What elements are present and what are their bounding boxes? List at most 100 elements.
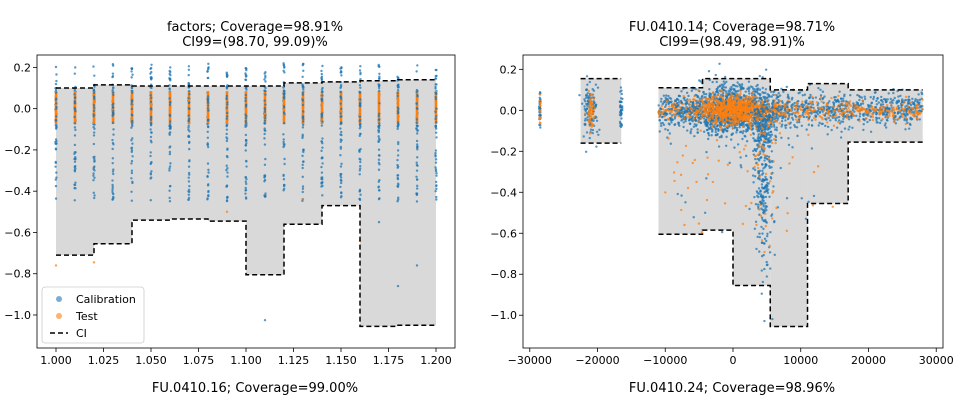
right-calibration-point <box>757 187 761 190</box>
left-calibration-point <box>111 75 114 79</box>
left-calibration-point <box>320 157 323 160</box>
left-calibration-point <box>415 127 418 131</box>
right-calibration-point <box>725 90 728 93</box>
right-calibration-point <box>800 124 804 127</box>
left-chart-subtitle-line: CI99=(98.70, 99.09)% <box>182 35 328 50</box>
right-calibration-point <box>689 131 692 135</box>
right-test-point <box>730 123 734 126</box>
left-calibration-point <box>92 125 95 129</box>
left-calibration-point <box>434 87 437 90</box>
right-calibration-point <box>838 122 842 125</box>
left-calibration-point <box>301 99 305 102</box>
left-calibration-point <box>340 107 343 111</box>
left-calibration-point <box>206 123 209 126</box>
left-calibration-point <box>244 93 247 97</box>
right-test-point <box>675 103 678 106</box>
left-outlier-point <box>92 261 96 264</box>
left-x-tick-label: 1.175 <box>373 354 405 367</box>
right-test-point <box>682 94 685 98</box>
right-calibration-point <box>764 68 768 71</box>
left-calibration-point <box>301 91 305 95</box>
right-test-point <box>731 126 735 129</box>
right-calibration-point <box>585 93 588 97</box>
left-calibration-point <box>339 145 343 149</box>
right-calibration-point <box>740 83 744 86</box>
right-test-point <box>715 98 718 102</box>
right-test-point <box>892 106 895 109</box>
right-calibration-point <box>680 108 683 111</box>
right-test-point <box>699 110 703 114</box>
right-calibration-point <box>814 96 818 99</box>
left-calibration-point <box>339 165 343 168</box>
left-calibration-point <box>130 159 134 163</box>
right-calibration-point <box>771 113 774 117</box>
left-outlier-point <box>301 198 305 201</box>
right-calibration-point <box>685 110 689 113</box>
right-calibration-point <box>801 94 804 97</box>
right-test-point <box>879 111 883 114</box>
right-test-point <box>747 122 750 125</box>
left-calibration-point <box>377 89 381 93</box>
right-calibration-point <box>597 133 600 137</box>
right-test-point <box>721 111 724 115</box>
right-test-point <box>663 114 666 118</box>
left-calibration-point <box>301 175 304 179</box>
right-test-point <box>858 119 861 123</box>
right-test-point <box>833 115 837 119</box>
right-test-point <box>895 106 898 109</box>
right-test-point <box>748 103 751 107</box>
right-test-point <box>907 112 910 115</box>
right-calibration-point <box>730 88 733 91</box>
left-calibration-point <box>187 190 190 193</box>
right-calibration-point <box>583 107 586 111</box>
right-test-point <box>718 112 721 116</box>
right-calibration-point <box>732 87 735 91</box>
left-calibration-point <box>282 178 286 181</box>
left-calibration-point <box>225 137 229 140</box>
right-calibration-point <box>829 119 832 122</box>
left-calibration-point <box>187 81 190 85</box>
right-calibration-point <box>619 105 622 109</box>
left-calibration-point <box>435 187 438 191</box>
right-calibration-point <box>876 121 879 124</box>
right-calibration-point <box>692 125 696 128</box>
left-calibration-point <box>226 167 229 170</box>
left-legend-label: CI <box>76 327 87 340</box>
right-test-point <box>720 102 723 105</box>
right-test-point <box>758 100 761 103</box>
right-test-point <box>898 109 901 112</box>
right-test-point <box>844 106 847 109</box>
right-calibration-point <box>862 122 865 126</box>
left-plot-area <box>54 62 438 328</box>
right-test-point <box>901 107 905 111</box>
right-calibration-point <box>763 97 766 100</box>
left-calibration-point <box>415 90 418 94</box>
right-calibration-point <box>817 124 820 127</box>
right-calibration-point <box>684 117 688 121</box>
left-calibration-point <box>92 172 95 175</box>
right-calibration-point <box>588 136 591 140</box>
left-calibration-point <box>321 64 324 68</box>
left-calibration-point <box>339 85 343 88</box>
right-calibration-point <box>738 125 741 129</box>
left-calibration-point <box>378 163 381 166</box>
left-calibration-point <box>74 155 77 159</box>
left-calibration-point <box>73 183 76 186</box>
left-calibration-point <box>225 154 229 158</box>
right-calibration-point <box>842 117 845 121</box>
right-calibration-point <box>870 101 874 104</box>
right-test-point <box>836 120 840 124</box>
left-calibration-point <box>320 75 324 79</box>
right-calibration-point <box>869 130 873 133</box>
right-calibration-point <box>780 125 783 128</box>
left-calibration-point <box>396 75 399 79</box>
left-calibration-point <box>435 136 438 139</box>
right-calibration-point <box>717 127 720 131</box>
left-calibration-point <box>225 117 228 120</box>
right-calibration-point <box>764 88 768 91</box>
right-calibration-point <box>763 191 766 194</box>
right-calibration-point <box>851 126 854 129</box>
left-calibration-point <box>358 189 362 193</box>
left-test-column-6 <box>168 91 172 125</box>
right-test-point <box>705 104 708 107</box>
